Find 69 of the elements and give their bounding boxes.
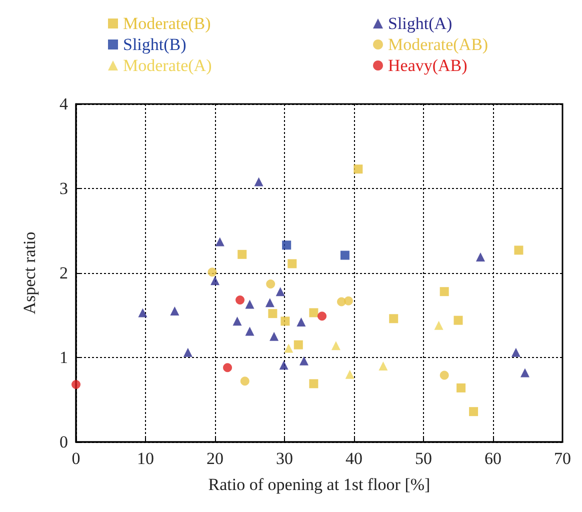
point [276, 287, 285, 296]
point [344, 296, 353, 306]
point [331, 341, 340, 350]
point [280, 316, 290, 326]
x-tick-label: 20 [206, 449, 224, 468]
y-tick-label: 1 [60, 348, 68, 367]
point [354, 164, 363, 174]
point [265, 298, 274, 308]
point [378, 361, 388, 370]
y-tick-label: 0 [60, 432, 68, 452]
point [299, 356, 308, 366]
legend-label: Heavy(AB) [388, 56, 468, 75]
point [309, 308, 318, 318]
point [240, 376, 250, 386]
x-tick-label: 70 [554, 449, 571, 468]
point [236, 296, 245, 305]
point [288, 259, 297, 268]
point [215, 237, 224, 246]
y-tick-label: 2 [60, 264, 68, 282]
point [266, 279, 276, 288]
point [238, 250, 247, 259]
point [476, 252, 485, 262]
point [284, 344, 294, 353]
point [270, 332, 279, 341]
point [456, 383, 466, 392]
x-tick-label: 0 [72, 449, 80, 468]
y-axis-title: Aspect ratio [20, 232, 39, 314]
y-tick-label: 3 [60, 179, 68, 198]
point [318, 312, 327, 321]
point [210, 276, 220, 286]
point [389, 314, 398, 324]
point [511, 348, 520, 357]
legend-label: Moderate(B) [123, 14, 211, 33]
point [268, 309, 278, 318]
point [294, 340, 303, 350]
legend-label: Slight(A) [388, 14, 452, 33]
point [309, 379, 318, 388]
point [245, 300, 254, 309]
x-tick-label: 10 [137, 449, 154, 468]
point [232, 316, 242, 326]
x-tick-label: 30 [276, 449, 293, 468]
point [282, 240, 292, 250]
point [440, 370, 449, 380]
point [340, 250, 350, 260]
point [208, 268, 217, 277]
point [434, 320, 444, 330]
point [170, 306, 180, 316]
legend-label: Slight(B) [123, 35, 186, 54]
point [72, 380, 80, 390]
point [183, 348, 192, 357]
y-tick-label: 4 [60, 94, 68, 114]
point [514, 246, 524, 255]
point [245, 326, 254, 336]
point [254, 177, 264, 186]
x-tick-label: 40 [346, 449, 362, 468]
point [469, 407, 478, 416]
x-tick-label: 60 [484, 449, 502, 468]
point [345, 370, 354, 379]
point [223, 363, 232, 372]
point [138, 308, 148, 318]
point [279, 360, 288, 370]
legend-label: Moderate(A) [123, 56, 212, 75]
point [454, 316, 463, 325]
x-axis-title: Ratio of opening at 1st floor [%] [208, 475, 430, 494]
point [296, 318, 306, 327]
x-tick-label: 50 [415, 449, 432, 468]
point [440, 287, 449, 296]
point [520, 368, 530, 378]
legend-label: Moderate(AB) [388, 35, 488, 54]
